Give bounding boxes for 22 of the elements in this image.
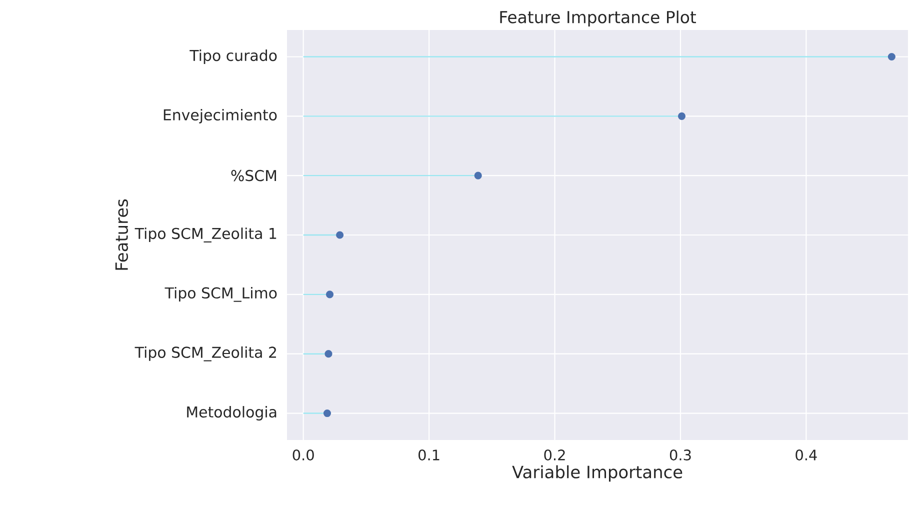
x-tick-label: 0.0 (292, 450, 314, 460)
y-tick-label: Tipo curado (190, 50, 277, 64)
y-axis-title: Features (115, 199, 128, 270)
y-tick-label: Tipo SCM_Zeolita 2 (134, 346, 276, 362)
point (888, 52, 896, 61)
y-tick-label: Tipo SCM_Limo (164, 286, 277, 302)
y-tick-label: Metodologia (187, 406, 276, 420)
y-tick-label: %SCM (231, 170, 276, 182)
x-tick-label: 0.1 (418, 450, 440, 460)
point (324, 350, 332, 358)
y-tick-label: Envejecimiento (164, 108, 277, 124)
point (323, 409, 332, 418)
y-tick-label: Tipo SCM_Zeolita 1 (134, 228, 276, 242)
x-tick-label: 0.4 (796, 450, 817, 460)
point (678, 112, 686, 120)
point (326, 290, 334, 298)
chart-title: Feature Importance Plot (500, 10, 696, 27)
point (336, 231, 344, 239)
x-axis-title: Variable Importance (512, 465, 682, 482)
x-tick-label: 0.3 (670, 450, 691, 460)
point (474, 172, 482, 180)
x-tick-label: 0.2 (544, 450, 565, 460)
